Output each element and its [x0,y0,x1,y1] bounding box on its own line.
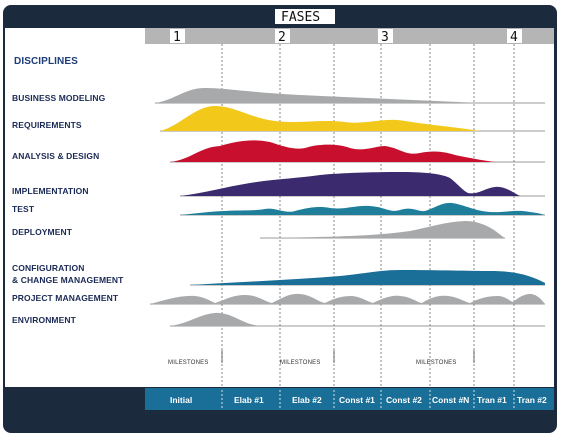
discipline-change-management: & CHANGE MANAGEMENT [12,275,124,285]
iteration-elab-1: Elab #1 [234,395,264,405]
discipline-implementation: IMPLEMENTATION [12,186,89,196]
test-hump [180,202,545,215]
discipline-deployment: DEPLOYMENT [12,227,73,237]
phase-1-label: 1 [173,30,181,45]
discipline-analysis-design: ANALYSIS & DESIGN [12,151,99,161]
phase-2-box [275,29,290,43]
iteration-elab-2: Elab #2 [292,395,322,405]
iteration-const-n: Const #N [432,395,469,405]
phase-3-label: 3 [381,30,389,45]
phase-1-box [170,29,185,43]
inner-panel [5,28,554,387]
disciplines-heading: DISCIPLINES [14,56,78,67]
milestone-label-2: MILESTONES [280,360,321,366]
business-modeling-hump [155,88,480,103]
iteration-tran-1: Tran #1 [477,395,507,405]
phases-title: FASES [281,10,320,25]
environment-hump [170,312,262,326]
phase-3-box [378,29,393,43]
iteration-tran-2: Tran #2 [517,395,547,405]
analysis-design-hump [170,140,495,162]
milestone-label-1: MILESTONES [168,360,209,366]
phase-4-box [507,29,522,43]
phase-4-label: 4 [510,30,518,45]
milestone-markers [221,350,475,363]
discipline-business-modeling: BUSINESS MODELING [12,93,106,103]
milestone-label-3: MILESTONES [416,360,457,366]
configuration-hump [190,270,545,285]
phase-2-label: 2 [278,30,286,45]
phases-title-box [275,9,335,24]
discipline-test: TEST [12,204,35,214]
deployment-hump [260,221,505,238]
iteration-const-1: Const #1 [339,395,375,405]
requirements-hump [160,106,480,131]
discipline-configuration: CONFIGURATION [12,263,84,273]
project-management-hump [150,293,545,304]
discipline-environment: ENVIRONMENT [12,315,77,325]
discipline-requirements: REQUIREMENTS [12,120,82,130]
iteration-dividers [221,390,515,409]
discipline-project-management: PROJECT MANAGEMENT [12,293,119,303]
iteration-initial: Initial [170,395,192,405]
implementation-hump [180,172,520,196]
iteration-const-2: Const #2 [386,395,422,405]
phases-bar [145,28,554,44]
iteration-bar [145,388,554,410]
